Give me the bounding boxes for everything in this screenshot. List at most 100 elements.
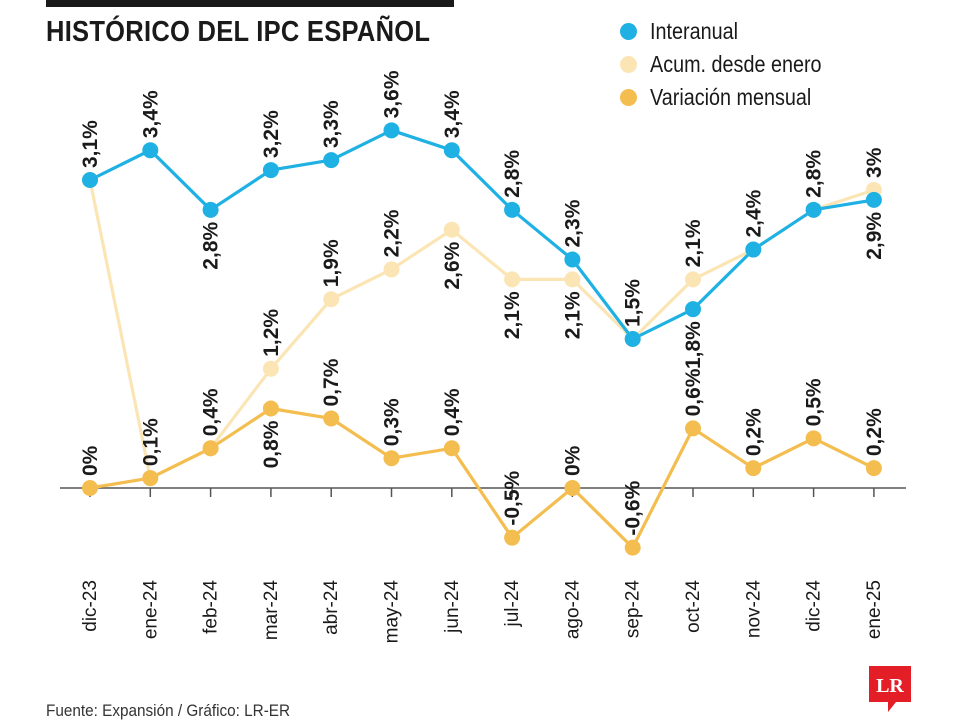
- data-point-interanual: [323, 152, 340, 169]
- legend: Interanual Acum. desde enero Variación m…: [620, 15, 849, 114]
- data-point-mensual: [504, 529, 521, 546]
- data-labels-layer: 3,1% 3,4% 2,8% 3,2% 3,3% 3,6% 3,4% 2,8% 2,3% 1,5%…: [79, 70, 886, 535]
- top-accent-bar: [46, 0, 454, 7]
- chart-title: HISTÓRICO DEL IPC ESPAÑOL: [46, 16, 431, 48]
- series-line-mensual: [89, 406, 875, 550]
- lr-logo-text: LR: [876, 675, 904, 697]
- data-point-mensual: [383, 450, 400, 467]
- data-point-mensual: [262, 400, 279, 417]
- lr-logo: LR: [869, 666, 911, 712]
- data-label-acumulado: 2,6%: [441, 241, 464, 289]
- data-label-mensual: 0,6%: [682, 368, 705, 416]
- legend-label-interanual: Interanual: [650, 18, 738, 44]
- data-point-acumulado: [383, 261, 400, 278]
- data-label-mensual: 0,4%: [200, 388, 223, 436]
- x-tick-label: mar-24: [261, 580, 282, 641]
- data-label-mensual: 0%: [79, 445, 102, 476]
- legend-item-mensual: Variación mensual: [620, 81, 849, 114]
- data-point-interanual: [805, 201, 822, 218]
- data-point-acumulado: [443, 221, 460, 238]
- data-label-interanual: 2,9%: [863, 212, 886, 260]
- data-point-interanual: [142, 142, 159, 159]
- data-point-acumulado: [504, 271, 521, 288]
- lr-logo-shape: [869, 666, 911, 712]
- legend-swatch-acumulado: [620, 56, 637, 73]
- data-label-acumulado: 1,2%: [260, 309, 283, 357]
- axis-layer: [60, 487, 906, 497]
- data-point-mensual: [443, 440, 460, 457]
- x-tick-label: oct-24: [683, 580, 704, 633]
- data-label-mensual: 0,4%: [441, 388, 464, 436]
- data-label-acumulado: 2,1%: [561, 291, 584, 339]
- data-point-mensual: [82, 480, 98, 496]
- data-label-mensual: 0,1%: [139, 418, 162, 466]
- data-point-mensual: [865, 460, 882, 477]
- data-label-interanual: 2,8%: [501, 150, 524, 198]
- legend-swatch-mensual: [620, 89, 637, 106]
- data-label-interanual: 3,4%: [441, 90, 464, 138]
- data-point-interanual: [443, 142, 460, 159]
- data-point-interanual: [202, 201, 219, 218]
- data-point-interanual: [624, 330, 641, 347]
- data-point-interanual: [262, 162, 279, 179]
- data-point-mensual: [805, 430, 822, 447]
- x-tick-label: ene-25: [864, 580, 885, 639]
- x-tick-label: dic-24: [804, 580, 825, 632]
- data-point-interanual: [504, 201, 521, 218]
- data-label-mensual: 0,2%: [863, 408, 886, 456]
- data-point-interanual: [564, 251, 581, 268]
- data-point-acumulado: [564, 271, 581, 288]
- data-label-acumulado: 3%: [863, 147, 886, 178]
- data-label-interanual: 2,4%: [742, 189, 765, 237]
- data-point-interanual: [82, 172, 98, 189]
- data-point-interanual: [865, 191, 882, 208]
- data-label-acumulado: 2,1%: [501, 291, 524, 339]
- x-tick-label: nov-24: [743, 580, 764, 639]
- x-tick-label: may-24: [382, 580, 403, 644]
- data-point-mensual: [685, 420, 701, 437]
- x-tick-label: abr-24: [321, 580, 342, 635]
- data-point-mensual: [624, 539, 641, 556]
- data-label-mensual: 0,8%: [260, 420, 283, 468]
- source-note: Fuente: Expansión / Gráfico: LR-ER: [46, 701, 291, 720]
- legend-label-acumulado: Acum. desde enero: [650, 51, 822, 77]
- x-tick-label: dic-23: [80, 580, 101, 632]
- x-tick-label: feb-24: [201, 580, 222, 634]
- data-label-interanual: 3,6%: [381, 70, 404, 118]
- data-label-mensual: 0,5%: [803, 378, 826, 426]
- legend-item-interanual: Interanual: [620, 15, 849, 48]
- data-point-mensual: [323, 410, 340, 427]
- data-label-interanual: 3,3%: [320, 100, 343, 148]
- points-layer: [82, 122, 882, 556]
- data-point-mensual: [142, 470, 159, 487]
- data-label-mensual: 0,2%: [742, 408, 765, 456]
- x-tick-label: jun-24: [442, 580, 463, 634]
- legend-label-mensual: Variación mensual: [650, 84, 812, 110]
- data-point-acumulado: [323, 291, 340, 308]
- data-label-mensual: 0%: [561, 445, 584, 476]
- data-point-acumulado: [685, 271, 701, 288]
- data-point-interanual: [383, 122, 400, 139]
- legend-item-acumulado: Acum. desde enero: [620, 48, 849, 81]
- x-tick-label: sep-24: [623, 580, 644, 639]
- data-point-mensual: [202, 440, 219, 457]
- data-label-interanual: 2,3%: [561, 199, 584, 247]
- data-label-acumulado: 1,9%: [320, 239, 343, 287]
- data-label-interanual: 1,5%: [622, 279, 645, 327]
- data-label-mensual: -0,5%: [501, 470, 524, 525]
- data-label-interanual: 3,4%: [139, 90, 162, 138]
- data-point-acumulado: [262, 360, 279, 377]
- data-label-mensual: 0,3%: [381, 398, 404, 446]
- series-line-interanual: [89, 128, 875, 341]
- x-tick-label: ago-24: [562, 580, 583, 640]
- series-line-acumulado: [88, 179, 875, 480]
- lines-layer: [88, 128, 875, 550]
- legend-swatch-interanual: [620, 23, 637, 40]
- data-label-acumulado: 2,1%: [682, 219, 705, 267]
- x-tick-label: ene-24: [140, 580, 161, 640]
- data-point-interanual: [685, 301, 701, 318]
- x-tick-label: jul-24: [502, 580, 523, 628]
- data-point-mensual: [564, 480, 581, 496]
- data-label-interanual: 2,8%: [200, 222, 223, 270]
